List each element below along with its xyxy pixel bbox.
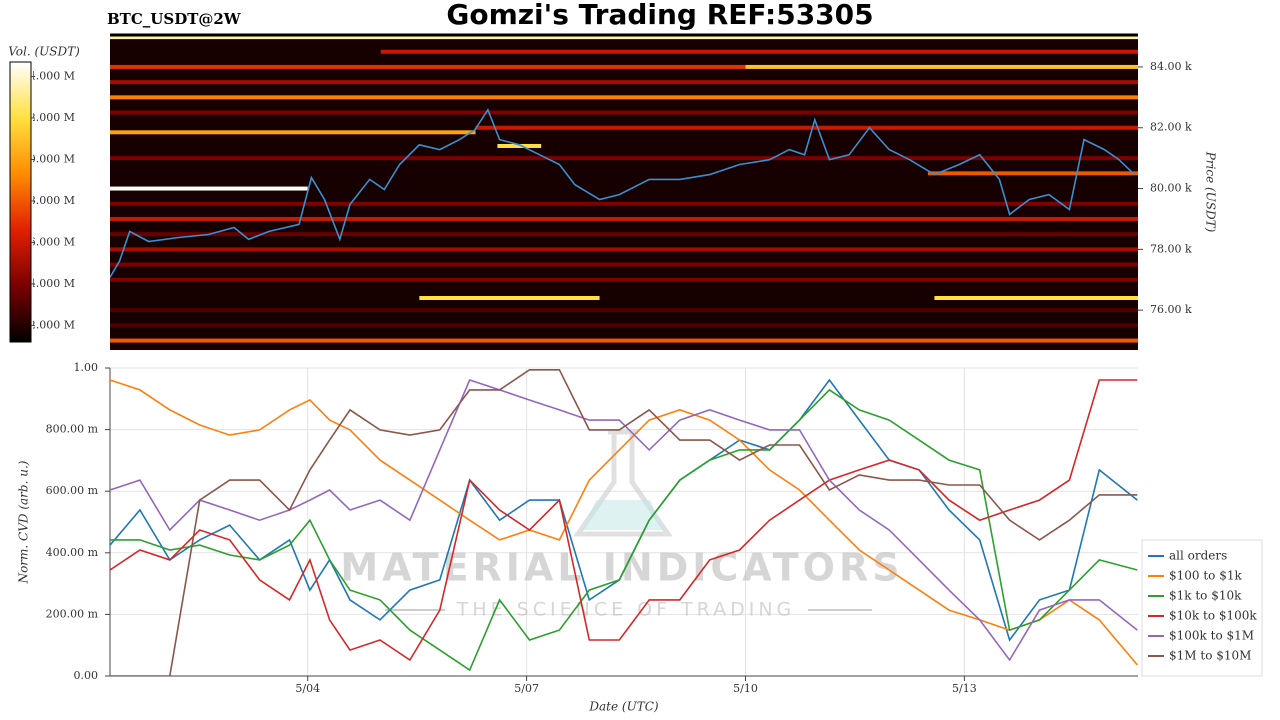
legend-label: $10k to $100k xyxy=(1169,609,1257,623)
figure-title: Gomzi's Trading REF:53305 xyxy=(446,0,873,31)
watermark-logo xyxy=(573,429,673,537)
y-tick-label: 84.00 k xyxy=(1150,60,1192,73)
y-tick-label: 1.00 xyxy=(74,361,99,374)
colorbar-label: Vol. (USDT) xyxy=(8,45,80,59)
liquidity-level xyxy=(419,296,600,301)
x-axis-label: Date (UTC) xyxy=(588,700,658,714)
liquidity-level xyxy=(110,247,1138,252)
chart-subtitle: BTC_USDT@2W xyxy=(107,10,242,28)
y-tick-label: 600.00 m xyxy=(46,484,99,497)
legend-label: $1k to $10k xyxy=(1169,589,1242,603)
price-line xyxy=(110,108,1135,278)
colorbar-tick-label: 4.000 M xyxy=(29,277,75,290)
liquidity-level xyxy=(110,262,1138,267)
y-tick-label: 800.00 m xyxy=(46,423,99,436)
colorbar-ticks: 2.000 M 4.000 M 6.000 M 8.000 M 10.000 M 12.0… xyxy=(22,70,75,332)
y-tick-label: 400.00 m xyxy=(46,546,99,559)
y-axis-label: Price (USDT) xyxy=(1204,151,1218,233)
watermark-tagline: THE SCIENCE OF TRADING xyxy=(456,599,796,621)
liquidity-level xyxy=(110,201,1138,206)
colorbar-tick-label: 14.000 M xyxy=(22,70,75,83)
y-tick-label: 78.00 k xyxy=(1150,242,1192,255)
watermark: MATERIAL INDICATORS THE SCIENCE OF TRADI… xyxy=(340,429,903,621)
cvd-line xyxy=(110,378,1138,642)
x-tick-label: 5/13 xyxy=(952,682,977,695)
heatmap-area xyxy=(110,35,1138,350)
cvd-line xyxy=(110,388,1138,672)
liquidity-level xyxy=(110,232,1138,237)
x-tick-label: 5/10 xyxy=(733,682,758,695)
liquidity-level xyxy=(110,95,1138,100)
cvd-line xyxy=(110,379,1138,666)
liquidity-level xyxy=(380,49,1138,54)
liquidity-level xyxy=(497,143,542,148)
colorbar-tick-label: 6.000 M xyxy=(29,235,75,248)
y-tick-label: 76.00 k xyxy=(1150,303,1192,316)
liquidity-level xyxy=(110,277,1138,282)
liquidity-level xyxy=(110,308,1138,313)
liquidity-level xyxy=(110,130,476,135)
liquidity-level xyxy=(927,171,1138,176)
watermark-logo xyxy=(582,500,664,530)
series-area xyxy=(110,369,1138,676)
legend-box xyxy=(1141,539,1263,677)
legend-label: $1M to $10M xyxy=(1169,649,1251,663)
legend-label: all orders xyxy=(1169,549,1227,563)
liquidity-level xyxy=(110,35,1138,40)
colorbar-tick-label: 8.000 M xyxy=(29,194,75,207)
liquidity-level xyxy=(110,110,1138,115)
cvd-line xyxy=(110,379,1138,662)
y-tick-label: 200.00 m xyxy=(46,607,99,620)
legend-label: $100k to $1M xyxy=(1169,629,1254,643)
cvd-line xyxy=(110,379,1138,662)
cvd-line xyxy=(110,369,1138,676)
y-axis-label: Norm. CVD (arb. u.) xyxy=(17,460,31,584)
y-tick-label: 82.00 k xyxy=(1150,121,1192,134)
liquidity-level xyxy=(934,296,1138,301)
watermark-brand: MATERIAL INDICATORS xyxy=(340,546,903,590)
liquidity-level xyxy=(110,323,1138,328)
liquidity-level xyxy=(745,64,1138,69)
colorbar-tick-label: 10.000 M xyxy=(22,152,75,165)
colorbar-tick-label: 2.000 M xyxy=(29,318,75,331)
liquidity-level xyxy=(110,216,1138,221)
legend-label: $100 to $1k xyxy=(1169,569,1242,583)
x-tick-label: 5/04 xyxy=(295,682,320,695)
colorbar-tick-label: 12.000 M xyxy=(22,111,75,124)
liquidity-level xyxy=(110,338,1138,343)
liquidity-level xyxy=(110,64,746,69)
liquidity-level xyxy=(110,80,1138,85)
liquidity-level xyxy=(110,156,1138,161)
liquidity-level xyxy=(475,125,1138,130)
y-tick-label: 80.00 k xyxy=(1150,182,1192,195)
liquidity-level xyxy=(110,186,308,191)
y-tick-label: 0.00 xyxy=(74,669,99,682)
x-tick-label: 5/07 xyxy=(514,682,539,695)
colorbar xyxy=(9,61,32,343)
